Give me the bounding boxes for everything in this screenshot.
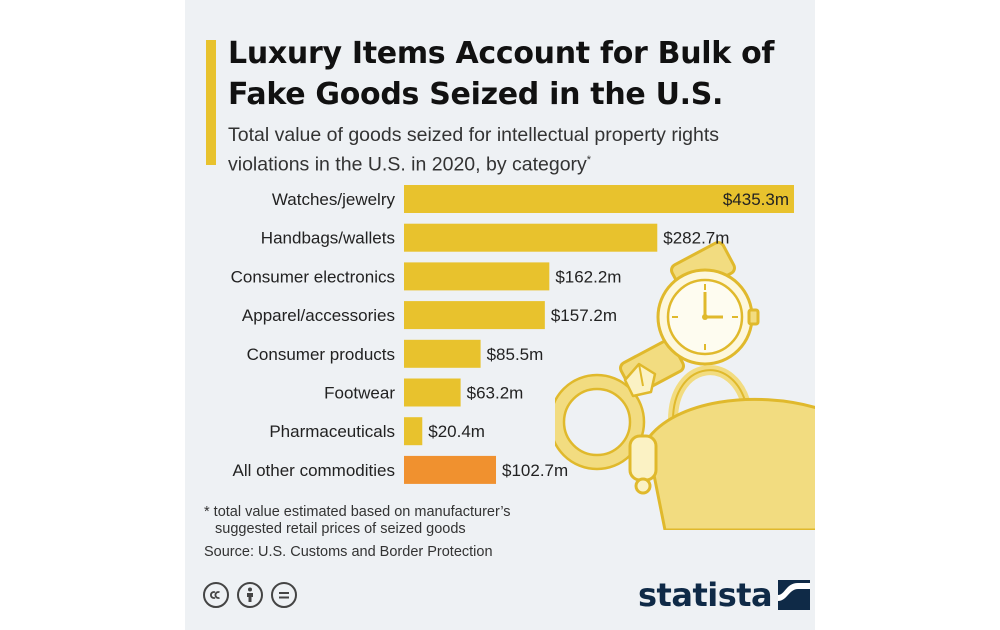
footnote: * total value estimated based on manufac… (204, 504, 604, 538)
bar (404, 262, 550, 291)
bar (404, 223, 658, 252)
value-label: $102.7m (502, 461, 568, 480)
bar-chart: Watches/jewelry $435.3m Handbags/wallets $2… (231, 185, 794, 484)
subtitle-text: Total value of goods seized for intellec… (228, 124, 720, 176)
category-label: Consumer electronics (231, 267, 395, 286)
no-derivatives-icon[interactable] (271, 582, 297, 608)
category-label: Apparel/accessories (242, 306, 395, 325)
value-label: $282.7m (663, 229, 729, 248)
footnote-line-1: * total value estimated based on manufac… (204, 504, 511, 520)
source-note: Source: U.S. Customs and Border Protecti… (204, 544, 493, 560)
category-label: All other commodities (232, 461, 395, 480)
statista-wordmark: statista (638, 576, 773, 614)
ring-icon (555, 362, 657, 471)
subtitle-footnote-marker: * (586, 154, 592, 166)
chart-subtitle: Total value of goods seized for intellec… (228, 123, 788, 178)
category-label: Watches/jewelry (272, 190, 396, 209)
infographic-card: Luxury Items Account for Bulk of Fake Go… (185, 0, 815, 630)
value-label: $85.5m (487, 345, 544, 364)
license-icons (203, 582, 297, 608)
category-label: Footwear (324, 384, 395, 403)
category-label: Handbags/wallets (261, 229, 395, 248)
illustration (555, 240, 815, 530)
statista-logo[interactable]: statista (638, 576, 811, 614)
creative-commons-icon[interactable] (203, 582, 229, 608)
value-label: $63.2m (467, 384, 524, 403)
value-label: $20.4m (428, 422, 485, 441)
bar (404, 339, 481, 368)
value-label: $435.3m (723, 190, 789, 209)
attribution-icon[interactable] (237, 582, 263, 608)
bar (404, 185, 794, 213)
bar (404, 378, 461, 407)
statista-logo-icon (778, 580, 811, 610)
bar (404, 455, 497, 484)
value-label: $157.2m (551, 306, 617, 325)
chart-title: Luxury Items Account for Bulk of Fake Go… (228, 36, 775, 112)
bar (404, 417, 423, 446)
footnote-line-2: suggested retail prices of seized goods (215, 521, 466, 537)
bar (404, 301, 545, 330)
category-label: Consumer products (247, 345, 395, 364)
title-accent-bar (206, 40, 216, 165)
handbag-icon (628, 365, 815, 530)
value-label: $162.2m (555, 267, 621, 286)
category-label: Pharmaceuticals (269, 422, 395, 441)
